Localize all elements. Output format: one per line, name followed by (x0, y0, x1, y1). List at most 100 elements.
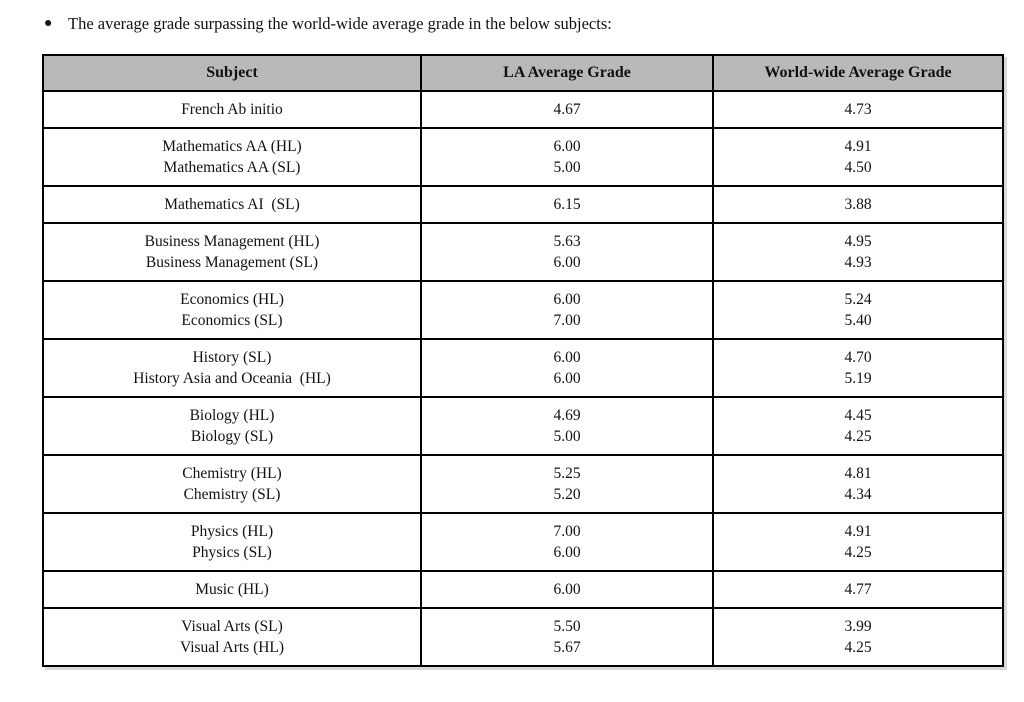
cell-line: Business Management (HL) (144, 233, 320, 250)
la-grade-cell: 5.25 5.20 (420, 454, 714, 514)
cell-line: 5.63 (553, 233, 581, 250)
subject-cell: Mathematics AA (HL) Mathematics AA (SL) (42, 127, 422, 187)
worldwide-grade-cell: 4.73 (712, 90, 1004, 129)
cell-line: 5.00 (553, 428, 581, 445)
cell-line: 7.00 (553, 312, 581, 329)
la-grade-cell: 6.00 7.00 (420, 280, 714, 340)
cell-line: 6.00 (553, 370, 581, 387)
cell-line: French Ab initio (181, 101, 283, 118)
cell-line: Mathematics AA (SL) (163, 159, 301, 176)
cell-line: 6.00 (553, 581, 581, 598)
cell-line: Economics (HL) (180, 291, 284, 308)
cell-line: 4.67 (553, 101, 581, 118)
cell-line: 4.25 (844, 639, 872, 656)
cell-line: Business Management (SL) (145, 254, 319, 271)
header-worldwide-average: World-wide Average Grade (712, 54, 1004, 92)
worldwide-grade-cell: 3.99 4.25 (712, 607, 1004, 667)
la-grade-cell: 7.00 6.00 (420, 512, 714, 572)
cell-line: 4.95 (844, 233, 872, 250)
table-row: Mathematics AI (SL) 6.15 3.88 (42, 185, 1004, 224)
cell-line: 6.00 (553, 254, 581, 271)
cell-line: 3.99 (844, 618, 872, 635)
table-row: Music (HL) 6.00 4.77 (42, 570, 1004, 609)
table-row: Chemistry (HL) Chemistry (SL) 5.25 5.20 4.81… (42, 454, 1004, 514)
cell-line: 5.20 (553, 486, 581, 503)
cell-line: History Asia and Oceania (HL) (133, 370, 331, 387)
header-subject: Subject (42, 54, 422, 92)
worldwide-grade-cell: 4.91 4.25 (712, 512, 1004, 572)
table-row: Business Management (HL) Business Managem… (42, 222, 1004, 282)
table-row: French Ab initio 4.67 4.73 (42, 90, 1004, 129)
bullet-marker: ● (44, 16, 53, 31)
cell-line: 4.81 (844, 465, 872, 482)
cell-line: 4.73 (844, 101, 872, 118)
grades-table-body: French Ab initio 4.67 4.73 Mathematics AA (… (42, 90, 1004, 667)
cell-line: Biology (SL) (190, 428, 274, 445)
cell-line: 4.50 (844, 159, 872, 176)
cell-line: Chemistry (SL) (183, 486, 281, 503)
la-grade-cell: 5.50 5.67 (420, 607, 714, 667)
subject-cell: French Ab initio (42, 90, 422, 129)
subject-cell: Physics (HL) Physics (SL) (42, 512, 422, 572)
cell-line: 4.77 (844, 581, 872, 598)
worldwide-grade-cell: 4.77 (712, 570, 1004, 609)
la-grade-cell: 4.69 5.00 (420, 396, 714, 456)
cell-line: 5.00 (553, 159, 581, 176)
cell-line: 5.40 (844, 312, 872, 329)
subject-cell: Music (HL) (42, 570, 422, 609)
subject-cell: History (SL) History Asia and Oceania (HL… (42, 338, 422, 398)
worldwide-grade-cell: 4.81 4.34 (712, 454, 1004, 514)
cell-line: Chemistry (HL) (182, 465, 282, 482)
table-row: History (SL) History Asia and Oceania (HL… (42, 338, 1004, 398)
cell-line: 4.25 (844, 428, 872, 445)
cell-line: Visual Arts (HL) (179, 639, 285, 656)
worldwide-grade-cell: 4.91 4.50 (712, 127, 1004, 187)
table-row: Economics (HL) Economics (SL) 6.00 7.00 5.24… (42, 280, 1004, 340)
cell-line: 4.25 (844, 544, 872, 561)
cell-line: Physics (HL) (190, 523, 274, 540)
header-la-average: LA Average Grade (420, 54, 714, 92)
document-page: { "document": { "bullet_marker": "●", "b… (0, 13, 1024, 702)
cell-line: 4.70 (844, 349, 872, 366)
cell-line: 6.00 (553, 349, 581, 366)
la-grade-cell: 5.63 6.00 (420, 222, 714, 282)
cell-line: Mathematics AA (HL) (162, 138, 302, 155)
cell-line: 7.00 (553, 523, 581, 540)
cell-line: 6.00 (553, 544, 581, 561)
worldwide-grade-cell: 5.24 5.40 (712, 280, 1004, 340)
bullet-text: The average grade surpassing the world-w… (68, 14, 612, 33)
subject-cell: Visual Arts (SL) Visual Arts (HL) (42, 607, 422, 667)
cell-line: Visual Arts (SL) (181, 618, 283, 635)
cell-line: 6.00 (553, 138, 581, 155)
table-row: Visual Arts (SL) Visual Arts (HL) 5.50 5.67… (42, 607, 1004, 667)
subject-cell: Business Management (HL) Business Managem… (42, 222, 422, 282)
subject-cell: Economics (HL) Economics (SL) (42, 280, 422, 340)
cell-line: Economics (SL) (181, 312, 283, 329)
subject-cell: Mathematics AI (SL) (42, 185, 422, 224)
cell-line: 5.25 (553, 465, 581, 482)
cell-line: 4.93 (844, 254, 872, 271)
cell-line: 6.15 (553, 196, 581, 213)
subject-cell: Biology (HL) Biology (SL) (42, 396, 422, 456)
cell-line: 4.91 (844, 138, 872, 155)
la-grade-cell: 6.00 6.00 (420, 338, 714, 398)
cell-line: 4.69 (553, 407, 581, 424)
cell-line: 6.00 (553, 291, 581, 308)
table-row: Mathematics AA (HL) Mathematics AA (SL) 6.… (42, 127, 1004, 187)
cell-line: History (SL) (192, 349, 272, 366)
cell-line: 4.34 (844, 486, 872, 503)
table-header-row: Subject LA Average Grade World-wide Aver… (42, 54, 1004, 92)
worldwide-grade-cell: 4.95 4.93 (712, 222, 1004, 282)
worldwide-grade-cell: 4.70 5.19 (712, 338, 1004, 398)
cell-line: 5.50 (553, 618, 581, 635)
table-row: Biology (HL) Biology (SL) 4.69 5.00 4.45 4.25 (42, 396, 1004, 456)
la-grade-cell: 6.00 5.00 (420, 127, 714, 187)
cell-line: 4.45 (844, 407, 872, 424)
la-grade-cell: 6.00 (420, 570, 714, 609)
cell-line: 5.19 (844, 370, 872, 387)
bullet-list-item: ● The average grade surpassing the world… (44, 13, 1024, 34)
la-grade-cell: 6.15 (420, 185, 714, 224)
subject-cell: Chemistry (HL) Chemistry (SL) (42, 454, 422, 514)
cell-line: Biology (HL) (189, 407, 275, 424)
la-grade-cell: 4.67 (420, 90, 714, 129)
